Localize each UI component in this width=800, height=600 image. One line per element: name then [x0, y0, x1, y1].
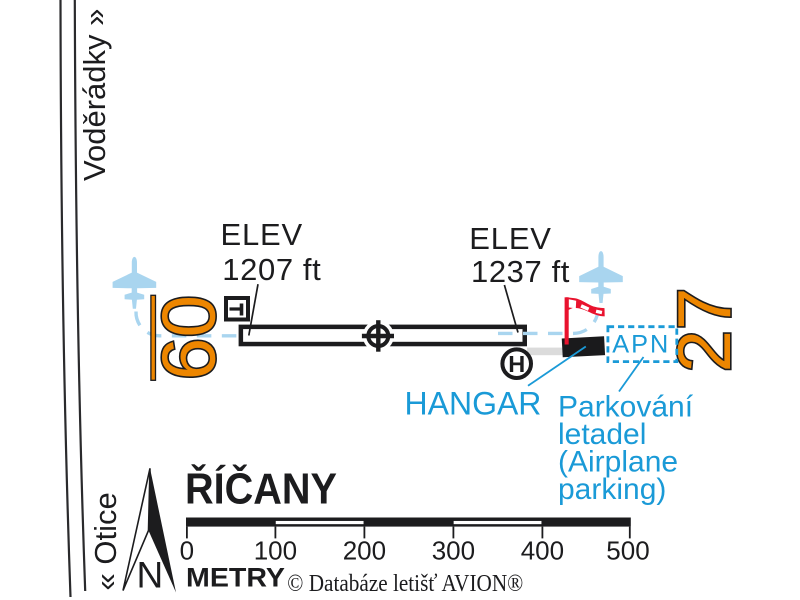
svg-text:Voděrádky »: Voděrádky » — [77, 9, 112, 181]
svg-text:ŘÍČANY: ŘÍČANY — [185, 462, 337, 513]
svg-text:27: 27 — [662, 288, 746, 373]
svg-text:400: 400 — [521, 536, 564, 566]
svg-text:200: 200 — [343, 536, 386, 566]
svg-text:100: 100 — [254, 536, 297, 566]
svg-text:N: N — [137, 555, 164, 596]
svg-text:1207 ft: 1207 ft — [222, 252, 321, 287]
svg-text:300: 300 — [432, 536, 475, 566]
svg-text:parking): parking) — [558, 473, 666, 506]
svg-text:letadel: letadel — [558, 418, 646, 451]
svg-text:1237 ft: 1237 ft — [471, 254, 570, 289]
svg-text:Parkování: Parkování — [558, 391, 694, 424]
svg-text:APN: APN — [612, 331, 670, 359]
svg-text:(Airplane: (Airplane — [558, 446, 678, 479]
svg-text:09: 09 — [147, 295, 231, 380]
svg-text:500: 500 — [606, 536, 649, 566]
svg-text:ELEV: ELEV — [221, 217, 303, 252]
svg-text:© Databáze letišť AVION®: © Databáze letišť AVION® — [287, 570, 523, 597]
svg-text:HANGAR: HANGAR — [405, 386, 542, 422]
svg-text:METRY: METRY — [186, 563, 285, 593]
svg-text:« Otice: « Otice — [88, 492, 123, 590]
svg-text:H: H — [508, 351, 525, 377]
svg-text:0: 0 — [180, 536, 194, 566]
svg-text:ELEV: ELEV — [469, 221, 551, 256]
